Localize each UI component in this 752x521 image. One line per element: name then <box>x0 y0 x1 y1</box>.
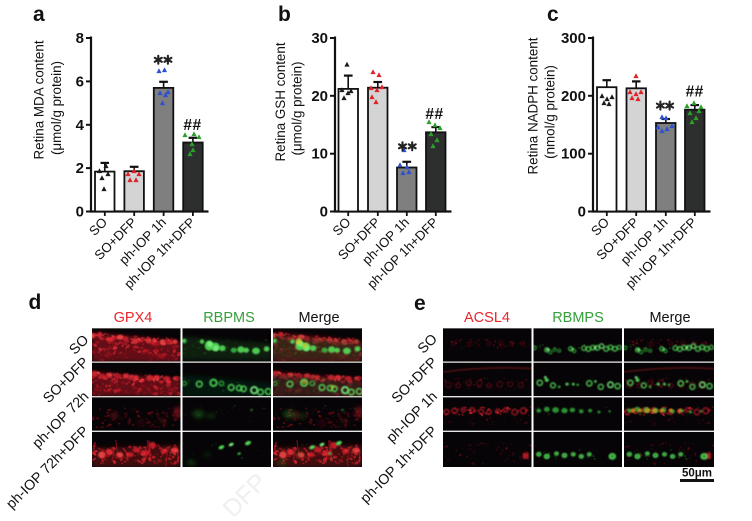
svg-text:100: 100 <box>561 146 586 163</box>
svg-text:RBPMS: RBPMS <box>203 310 255 326</box>
svg-text:2: 2 <box>76 160 84 177</box>
svg-text:30: 30 <box>311 30 328 47</box>
svg-text:4: 4 <box>76 117 85 134</box>
svg-text:0: 0 <box>320 204 328 221</box>
svg-text:8: 8 <box>76 30 84 47</box>
svg-text:##: ## <box>425 106 443 123</box>
svg-text:50μm: 50μm <box>682 468 712 480</box>
svg-text:10: 10 <box>311 146 328 163</box>
svg-text:Retina NADPH content: Retina NADPH content <box>526 37 541 174</box>
svg-text:a: a <box>33 3 45 26</box>
svg-text:200: 200 <box>561 88 586 105</box>
svg-text:0: 0 <box>76 204 84 221</box>
svg-text:Retina MDA content: Retina MDA content <box>32 40 47 159</box>
svg-text:(nmol/g protein): (nmol/g protein) <box>543 65 558 159</box>
svg-text:ACSL4: ACSL4 <box>464 310 510 326</box>
svg-text:300: 300 <box>561 30 586 47</box>
svg-text:c: c <box>547 3 559 26</box>
svg-text:(μmol/g protein): (μmol/g protein) <box>49 61 64 155</box>
svg-text:Merge: Merge <box>649 310 690 326</box>
svg-text:Retina GSH content: Retina GSH content <box>273 42 288 161</box>
svg-text:(μmol/g protein): (μmol/g protein) <box>290 61 305 155</box>
svg-text:e: e <box>414 292 426 315</box>
svg-text:RBMPS: RBMPS <box>552 310 604 326</box>
svg-text:##: ## <box>686 84 704 101</box>
svg-text:GPX4: GPX4 <box>114 310 153 326</box>
svg-text:b: b <box>278 3 291 26</box>
svg-text:6: 6 <box>76 73 84 90</box>
svg-text:d: d <box>29 291 42 314</box>
svg-text:Merge: Merge <box>298 310 339 326</box>
svg-text:##: ## <box>183 117 201 134</box>
svg-text:20: 20 <box>311 88 328 105</box>
svg-text:0: 0 <box>578 204 586 221</box>
